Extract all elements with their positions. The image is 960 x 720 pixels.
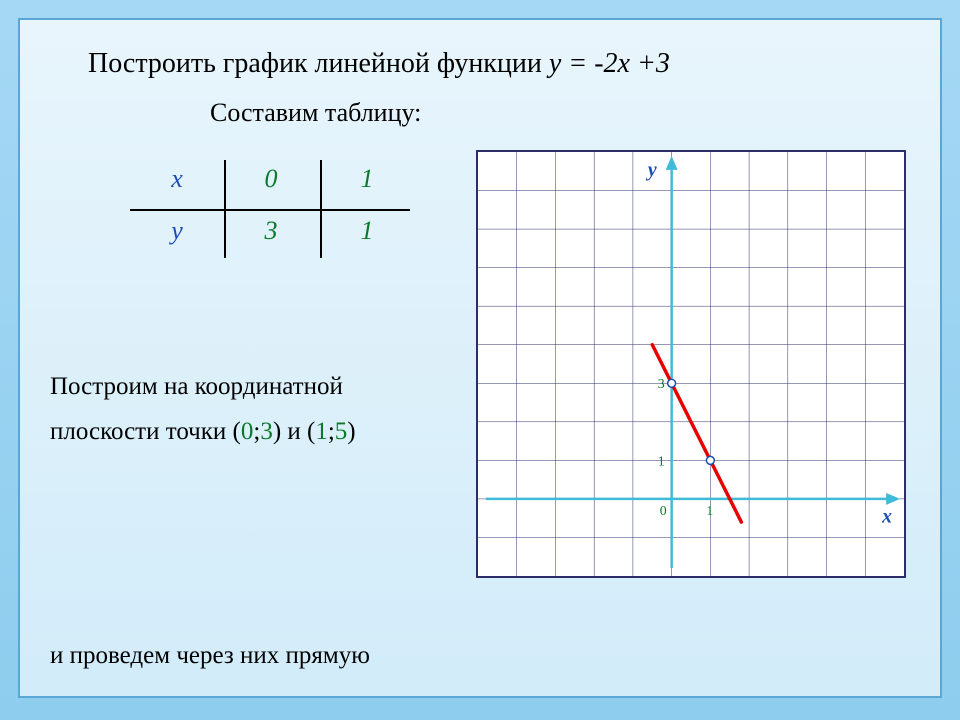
svg-text:1: 1 [706,503,713,518]
coord-x: 0 [241,418,254,445]
value-table: х у 0 1 3 1 [130,154,410,264]
left-column: х у 0 1 3 1 Построим на координатной пло… [50,148,460,624]
subtitle: Составим таблицу: [210,98,910,128]
para-line2a: плоскости точки ( [50,418,241,445]
right-column: у х 0 1 1 3 [470,148,910,676]
svg-text:3: 3 [658,376,665,391]
table-cell: 1 [320,164,414,194]
svg-text:у: у [646,159,657,181]
table-x-header: х [130,164,224,194]
table-cell: 3 [224,216,318,246]
para-line1: Построим на координатной [50,373,343,400]
page-title: Построить график линейной функции у = -2… [88,48,910,80]
svg-text:х: х [881,506,892,528]
svg-text:1: 1 [658,453,665,468]
coordinate-graph: у х 0 1 1 3 [478,152,904,576]
graph-panel: у х 0 1 1 3 [476,150,906,578]
svg-text:0: 0 [660,503,667,518]
paragraph: Построим на координатной плоскости точки… [50,364,460,454]
coord-x: 1 [315,418,328,445]
coord-y: 5 [335,418,348,445]
table-cell: 0 [224,164,318,194]
title-text: Построить график линейной функции [88,48,549,79]
table-hline [130,209,410,211]
table-cell: 1 [320,216,414,246]
table-y-header: у [130,216,224,246]
coord-y: 3 [260,418,273,445]
title-function: у = -2х +3 [549,48,670,79]
